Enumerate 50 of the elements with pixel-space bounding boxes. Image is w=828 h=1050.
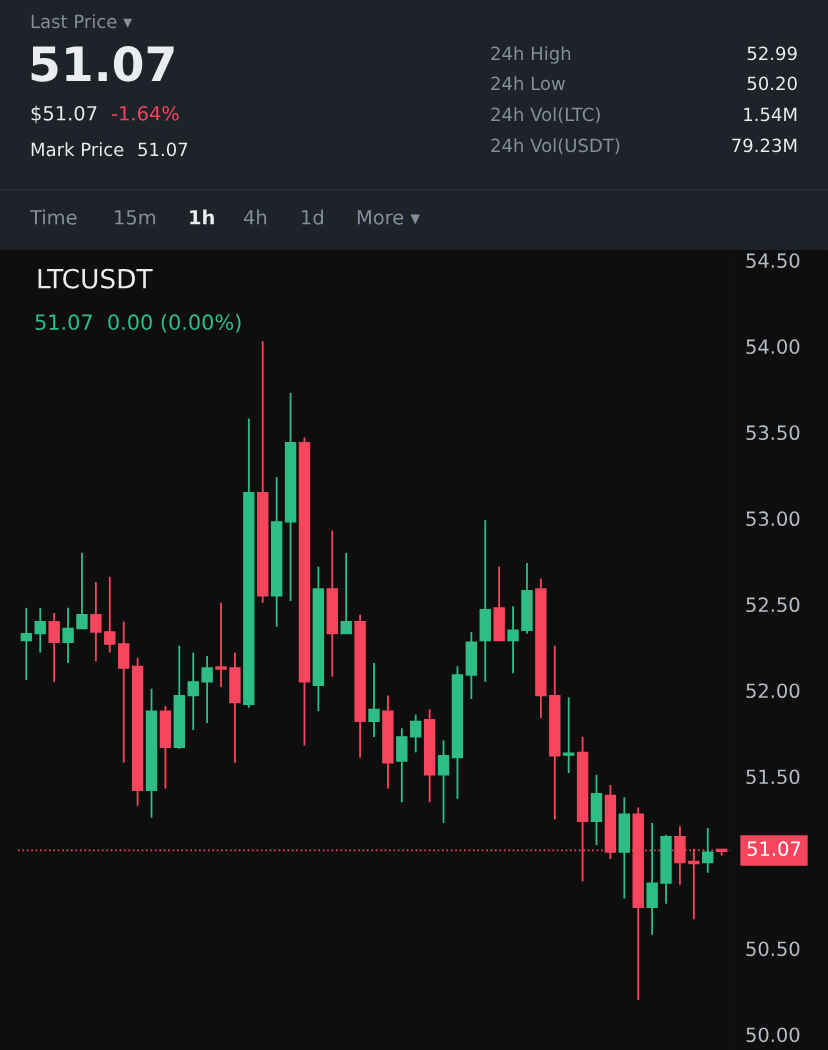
text: 24h Vol(USDT) (491, 138, 620, 155)
text: 4h (243, 209, 267, 225)
candlestick (340, 551, 352, 635)
y-tick-label: 51.50 (746, 769, 800, 785)
y-tick-label: 54.00 (746, 339, 800, 355)
candlestick (34, 606, 46, 654)
text: Last Price ▾ (31, 14, 133, 29)
candlestick (702, 827, 714, 874)
candlestick (201, 655, 213, 725)
text: 24h Low (491, 76, 565, 91)
y-tick-label: 52.00 (746, 683, 800, 699)
candlestick (20, 606, 33, 682)
candlestick (437, 739, 450, 824)
text: 15m (115, 210, 156, 225)
text: $51.07 (31, 105, 97, 124)
candlestick (507, 605, 519, 675)
y-tick-label: 54.50 (746, 253, 800, 268)
candlestick (562, 696, 575, 774)
candlestick (90, 581, 102, 663)
candlestick (48, 612, 60, 683)
text: -1.64% (111, 105, 179, 121)
text: 1.54M (744, 107, 797, 122)
text: 50.20 (747, 76, 797, 91)
candlestick (410, 713, 422, 754)
text: 51.07 0.00 (0.00%) (35, 313, 241, 333)
candlestick (688, 847, 700, 921)
y-tick-label: 52.50 (746, 597, 800, 613)
text: More ▾ (357, 210, 421, 225)
text: Time (29, 209, 77, 225)
text: Mark Price (31, 142, 124, 157)
candlestick (104, 575, 116, 654)
ref-line-label: 51.07 (747, 841, 801, 857)
candlestick (76, 551, 88, 630)
text: 51.07 (31, 45, 174, 82)
candlestick (368, 661, 380, 738)
text: 1h (190, 209, 214, 225)
text: 1d (302, 209, 323, 225)
candlestick (187, 651, 199, 731)
text: 24h Vol(LTC) (491, 107, 600, 124)
y-tick-label: 50.00 (746, 1027, 800, 1043)
text: 51.07 (138, 142, 188, 157)
text: 79.23M (732, 138, 797, 153)
y-tick-label: 50.50 (746, 941, 800, 957)
candlestick (215, 601, 227, 688)
candlestick (62, 606, 74, 664)
text: 52.99 (747, 46, 797, 61)
text: 24h High (491, 46, 571, 64)
text: LTCUSDT (38, 268, 153, 289)
y-tick-label: 53.50 (746, 425, 800, 441)
y-tick-label: 53.00 (746, 511, 800, 527)
